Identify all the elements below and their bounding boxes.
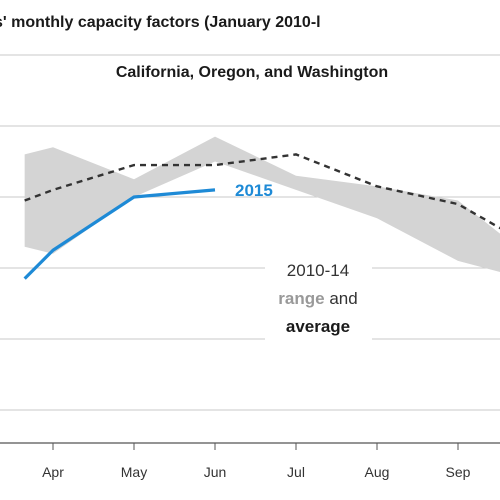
annotation-and-word: and xyxy=(325,289,358,308)
series-lines-layer: 2015 xyxy=(23,153,500,280)
annotation-range-word: range xyxy=(278,289,324,308)
average-line xyxy=(24,153,500,230)
range-band-layer xyxy=(24,136,500,272)
x-tick-label: Jun xyxy=(204,464,227,480)
series-2015-label: 2015 xyxy=(235,181,273,200)
x-tick-label: Apr xyxy=(42,464,64,480)
x-tick-label: May xyxy=(121,464,147,480)
annotation-years: 2010-14 xyxy=(287,261,349,280)
annotation-background xyxy=(265,257,372,341)
annotation-average-word: average xyxy=(286,317,350,336)
x-tick-label: Aug xyxy=(365,464,390,480)
x-tick-label: Jul xyxy=(287,464,305,480)
chart-subtitle: California, Oregon, and Washington xyxy=(115,64,389,81)
range-band xyxy=(24,136,500,272)
gridlines xyxy=(0,54,500,444)
series-2015-line xyxy=(23,188,216,280)
range-average-annotation: 2010-14 range and average xyxy=(265,257,372,341)
chart-title: ants' monthly capacity factors (January … xyxy=(0,14,321,31)
x-axis: Apr May Jun Jul Aug Sep xyxy=(42,443,471,480)
annotation-range-and: range and xyxy=(278,289,357,308)
x-tick-label: Sep xyxy=(446,464,471,480)
